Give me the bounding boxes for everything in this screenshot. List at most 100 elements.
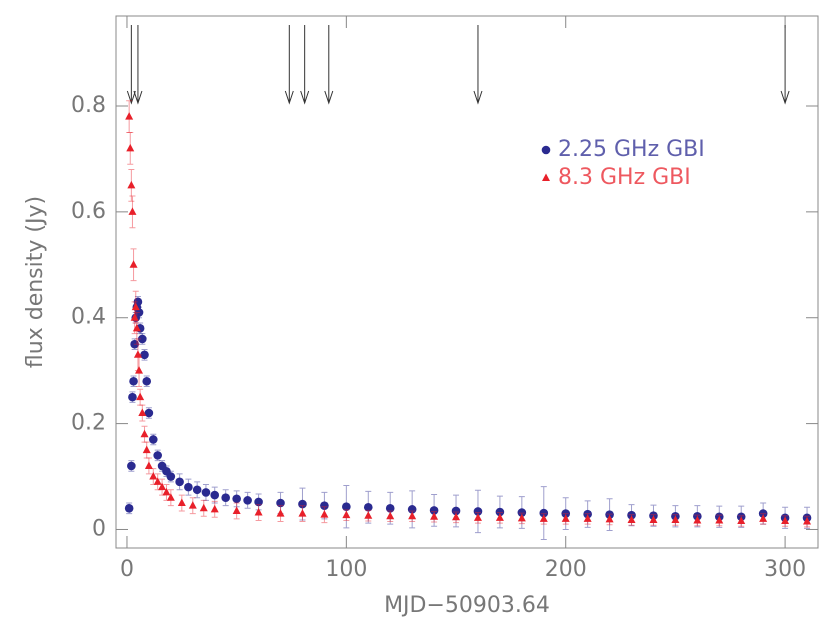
point (142, 445, 151, 454)
point (517, 508, 527, 517)
point (130, 339, 139, 349)
point (452, 512, 461, 521)
point (158, 482, 167, 491)
point (561, 514, 570, 522)
point (125, 112, 134, 120)
arrow (780, 25, 790, 105)
point (495, 513, 504, 521)
point (129, 260, 138, 268)
arrow (133, 25, 143, 105)
point (385, 503, 395, 513)
point (627, 515, 636, 523)
point (138, 408, 147, 417)
point (153, 477, 162, 485)
point (127, 180, 136, 189)
legend-marker (542, 173, 550, 181)
point (342, 510, 351, 519)
point (649, 515, 658, 523)
point (221, 493, 230, 503)
point (298, 509, 307, 517)
point (199, 503, 208, 512)
point (758, 509, 768, 518)
y-tick-label: 0.8 (71, 93, 106, 118)
point (162, 487, 171, 496)
point (188, 501, 197, 509)
point (539, 514, 548, 522)
point (201, 488, 211, 497)
point (144, 461, 153, 469)
point (133, 350, 142, 358)
point (132, 323, 141, 332)
plot-frame (115, 15, 819, 549)
point (210, 490, 220, 500)
point (583, 509, 592, 519)
point (140, 350, 149, 360)
point (135, 366, 144, 374)
point (715, 515, 724, 524)
point (803, 517, 812, 525)
point (128, 207, 137, 215)
point (320, 510, 329, 518)
legend-label: 8.3 GHz GBI (558, 165, 691, 190)
point (131, 302, 140, 311)
point (737, 516, 746, 525)
point (276, 498, 285, 508)
point (363, 502, 373, 512)
y-tick-label: 0.2 (71, 411, 106, 436)
point (627, 510, 636, 520)
point (539, 508, 549, 518)
point (495, 507, 505, 517)
point (429, 506, 439, 515)
point (138, 334, 147, 344)
point (759, 514, 768, 522)
point (364, 511, 373, 519)
legend-marker (541, 145, 551, 155)
y-tick-label: 0.6 (71, 199, 106, 224)
point (126, 143, 135, 152)
arrow (284, 25, 294, 105)
point (298, 499, 307, 509)
point (320, 501, 329, 510)
y-tick-label: 0.4 (71, 305, 106, 330)
point (153, 451, 162, 460)
x-tick-label: 100 (325, 557, 367, 582)
point (149, 472, 158, 480)
arrow (473, 25, 483, 105)
legend-label: 2.25 GHz GBI (558, 137, 705, 162)
point (192, 485, 202, 495)
point (232, 494, 241, 504)
point (605, 514, 614, 523)
point (473, 507, 483, 516)
point (671, 515, 680, 523)
x-axis-label: MJD−50903.64 (384, 593, 550, 618)
point (232, 506, 241, 514)
point (129, 376, 138, 386)
point (166, 493, 175, 501)
arrow (300, 25, 310, 105)
point (605, 510, 614, 519)
point (184, 482, 193, 492)
point (407, 505, 417, 514)
point (276, 509, 285, 517)
point (127, 461, 136, 471)
point (136, 392, 145, 401)
x-tick-label: 0 (120, 557, 134, 582)
point (430, 512, 439, 520)
point (781, 516, 790, 525)
point (134, 308, 144, 317)
point (243, 496, 252, 505)
point (177, 498, 186, 507)
point (254, 497, 263, 507)
point (166, 472, 176, 481)
point (124, 503, 134, 513)
point (210, 504, 219, 513)
point (342, 502, 351, 512)
point (142, 376, 152, 386)
point (140, 429, 149, 438)
point (144, 408, 154, 418)
y-tick-label: 0 (92, 516, 106, 541)
point (451, 506, 461, 516)
point (148, 435, 158, 444)
point (128, 392, 137, 402)
